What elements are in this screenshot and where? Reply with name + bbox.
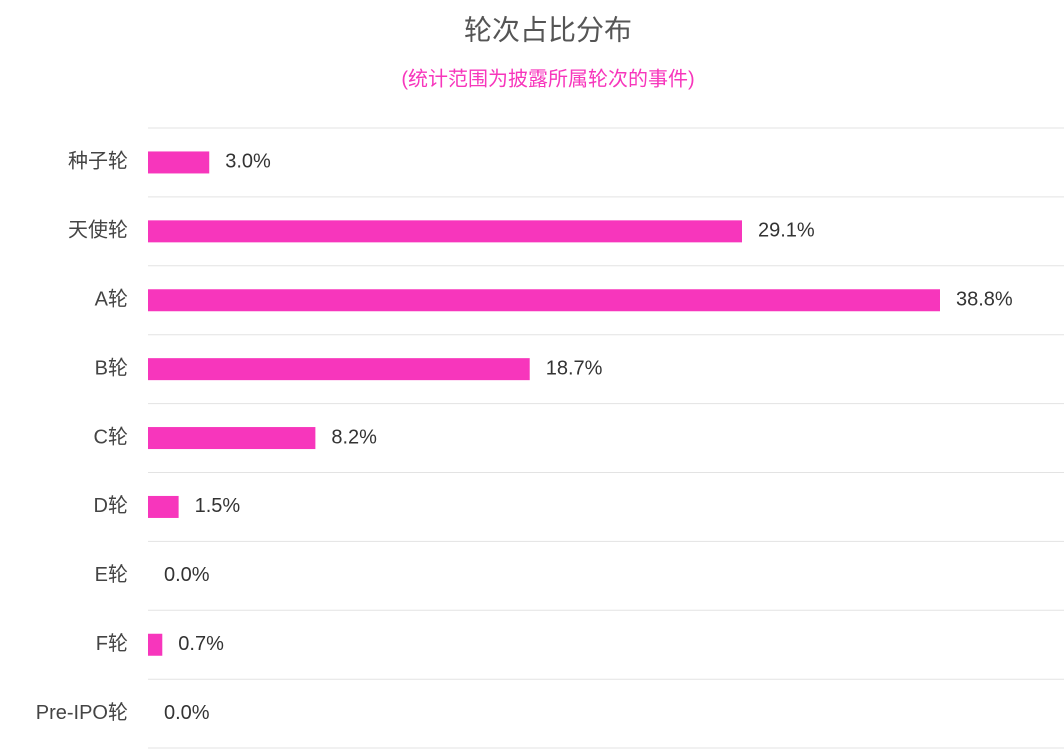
category-label: 种子轮 bbox=[68, 150, 128, 173]
bar bbox=[148, 633, 163, 656]
value-label: 0.0% bbox=[164, 702, 210, 724]
category-label: B轮 bbox=[95, 356, 128, 379]
chart-subtitle: (统计范围为披露所属轮次的事件) bbox=[401, 67, 694, 90]
category-label: E轮 bbox=[95, 563, 128, 586]
value-label: 18.7% bbox=[546, 357, 603, 379]
value-label: 8.2% bbox=[331, 426, 377, 448]
category-label: 天使轮 bbox=[68, 219, 128, 242]
bar bbox=[148, 151, 210, 174]
value-label: 29.1% bbox=[758, 220, 815, 242]
value-label: 1.5% bbox=[195, 495, 241, 517]
value-label: 3.0% bbox=[225, 151, 271, 173]
category-label: D轮 bbox=[94, 494, 128, 517]
value-label: 38.8% bbox=[956, 289, 1013, 311]
bar bbox=[148, 289, 940, 312]
category-label: F轮 bbox=[96, 632, 128, 655]
category-label: C轮 bbox=[94, 425, 128, 448]
category-label: A轮 bbox=[95, 288, 128, 311]
value-label: 0.7% bbox=[178, 633, 224, 655]
category-label: Pre-IPO轮 bbox=[36, 701, 128, 724]
bar bbox=[148, 220, 742, 243]
bar bbox=[148, 427, 316, 450]
value-label: 0.0% bbox=[164, 564, 210, 586]
bar bbox=[148, 358, 530, 381]
bar bbox=[148, 495, 179, 518]
chart-title: 轮次占比分布 bbox=[464, 14, 632, 45]
